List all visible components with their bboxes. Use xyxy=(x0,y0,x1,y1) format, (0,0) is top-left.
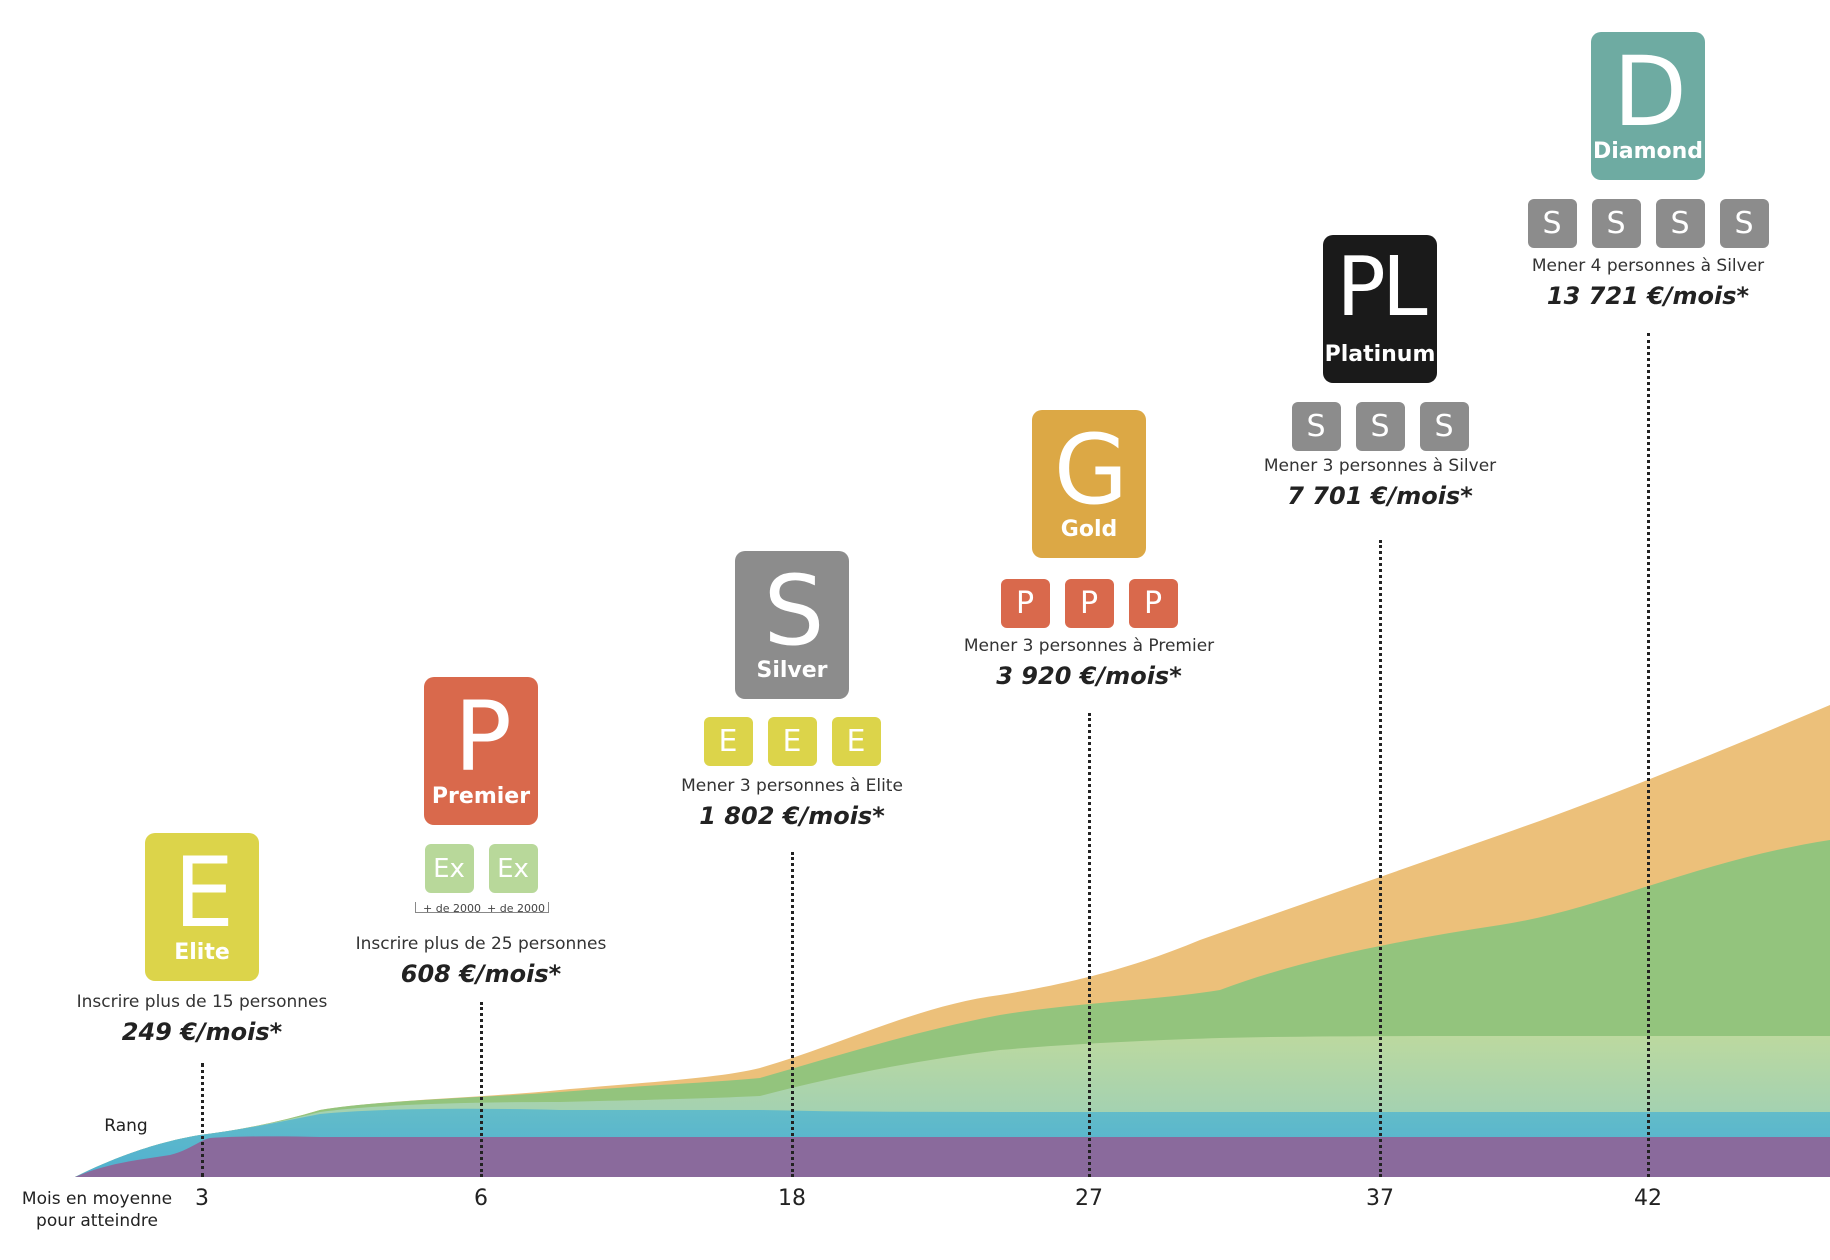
requirement-badge-s: S xyxy=(1527,199,1577,248)
rank-badge-name: Platinum xyxy=(1324,342,1436,367)
requirement-badge-e: E xyxy=(703,717,753,766)
rank-marker-line xyxy=(1647,333,1650,1177)
rank-requirement-text: Mener 3 personnes à Premier xyxy=(963,636,1215,656)
requirement-badge-note: + de 2000 xyxy=(487,902,545,915)
month-tick-label: 6 xyxy=(474,1186,488,1211)
requirement-badge-ex: Ex xyxy=(488,844,538,893)
rank-badge-name: Diamond xyxy=(1592,139,1704,164)
month-tick-label: 18 xyxy=(778,1186,806,1211)
rank-marker-line xyxy=(480,1002,483,1177)
rank-badge-letter: E xyxy=(173,837,235,949)
rank-income: 249 €/mois* xyxy=(121,1018,283,1046)
requirement-badge-p: P xyxy=(1000,579,1050,628)
requirement-badge-s: S xyxy=(1419,402,1469,451)
rank-income: 7 701 €/mois* xyxy=(1287,482,1473,510)
rank-badge-gold: G Gold xyxy=(1032,410,1146,558)
rank-marker-line xyxy=(1088,713,1091,1177)
rank-badge-letter: D xyxy=(1613,36,1687,148)
rank-badge-letter: S xyxy=(763,555,825,667)
rank-marker-line xyxy=(201,1063,204,1177)
rank-badge-silver: S Silver xyxy=(735,551,849,699)
rank-requirement-text: Mener 3 personnes à Silver xyxy=(1263,456,1497,476)
month-tick-label: 27 xyxy=(1075,1186,1103,1211)
rank-badge-diamond: D Diamond xyxy=(1591,32,1705,180)
rank-badge-name: Gold xyxy=(1060,517,1118,542)
requirement-badge-e: E xyxy=(767,717,817,766)
rank-requirement-text: Mener 4 personnes à Silver xyxy=(1531,256,1765,276)
month-tick-label: 37 xyxy=(1366,1186,1394,1211)
requirement-badge-ex: Ex xyxy=(424,844,474,893)
rank-badge-name: Silver xyxy=(756,658,828,683)
rank-badge-name: Elite xyxy=(174,940,230,965)
rank-badge-premier: P Premier xyxy=(424,677,538,825)
requirement-badge-note: + de 2000 xyxy=(423,902,481,915)
requirement-badge-p: P xyxy=(1128,579,1178,628)
rank-badge-elite: E Elite xyxy=(145,833,259,981)
requirement-badge-s: S xyxy=(1291,402,1341,451)
requirement-badge-s: S xyxy=(1719,199,1769,248)
rank-badge-name: Premier xyxy=(431,784,531,809)
month-tick-label: 42 xyxy=(1634,1186,1662,1211)
requirement-bracket xyxy=(415,902,549,913)
rank-income: 608 €/mois* xyxy=(400,960,562,988)
rank-marker-line xyxy=(1379,540,1382,1177)
requirement-badge-e: E xyxy=(831,717,881,766)
months-axis-label-line1: Mois en moyenne xyxy=(21,1189,173,1209)
requirement-badge-s: S xyxy=(1591,199,1641,248)
rank-badge-letter: P xyxy=(454,681,512,793)
rank-axis-label: Rang xyxy=(104,1116,148,1136)
month-tick-label: 3 xyxy=(195,1186,209,1211)
rank-marker-line xyxy=(791,852,794,1177)
rank-badge-platinum: PL Platinum xyxy=(1323,235,1437,383)
rank-badge-letter: G xyxy=(1053,414,1128,526)
requirement-badge-s: S xyxy=(1355,402,1405,451)
rank-badge-letter: PL xyxy=(1336,240,1427,335)
months-axis-label-line2: pour atteindre xyxy=(36,1211,158,1231)
requirement-badge-p: P xyxy=(1064,579,1114,628)
area-layer-purple xyxy=(75,1136,1830,1177)
rank-requirement-text: Inscrire plus de 15 personnes xyxy=(76,992,328,1012)
rank-income: 13 721 €/mois* xyxy=(1546,282,1750,310)
rank-income: 3 920 €/mois* xyxy=(996,662,1182,690)
months-axis-label: Mois en moyenne pour atteindre xyxy=(12,1188,182,1232)
rank-income: 1 802 €/mois* xyxy=(699,802,885,830)
rank-requirement-text: Inscrire plus de 25 personnes xyxy=(355,934,607,954)
rank-requirement-text: Mener 3 personnes à Elite xyxy=(681,776,903,796)
requirement-badge-s: S xyxy=(1655,199,1705,248)
